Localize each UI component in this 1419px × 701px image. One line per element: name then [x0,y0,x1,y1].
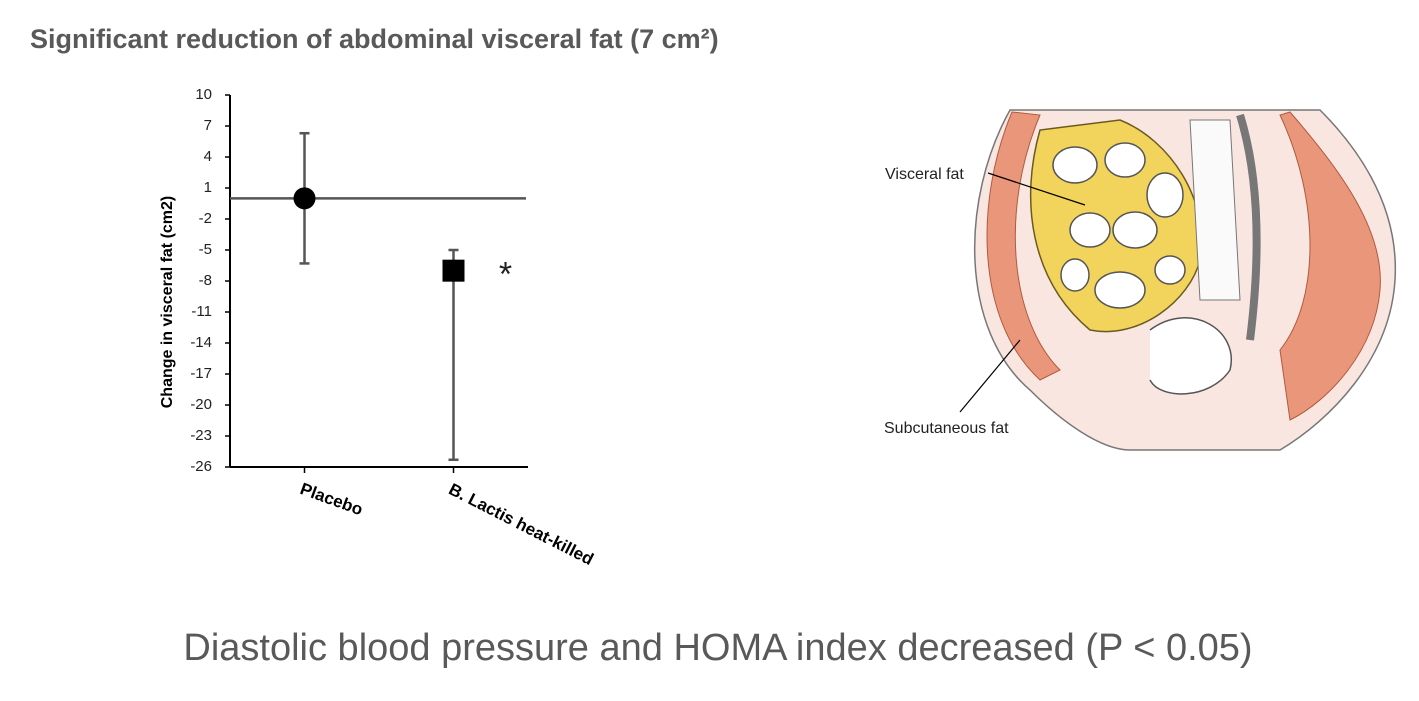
y-tick-label: 1 [204,179,212,196]
footer-text: Diastolic blood pressure and HOMA index … [183,627,1252,669]
x-tick-label: B. Lactis heat-killed [446,480,597,569]
y-tick-label: 10 [195,86,212,103]
y-tick-label: -26 [190,458,212,475]
data-point [442,259,465,282]
x-tick-label: Placebo [298,479,366,519]
y-tick-label: -20 [190,396,212,413]
illustration [959,109,1397,451]
y-tick-label: -17 [190,365,212,382]
y-tick-label: -11 [191,303,212,320]
y-axis-label: Change in visceral fat (cm2) [159,196,176,409]
y-tick-label: 7 [204,117,212,134]
illustration-label: Visceral fat [885,166,964,183]
illustration-label: Subcutaneous fat [884,420,1009,437]
y-tick-label: 4 [204,148,212,165]
y-tick-label: -2 [199,210,212,227]
annotation: * [499,256,512,294]
slide-title: Significant reduction of abdominal visce… [30,24,719,54]
data-point [293,187,316,210]
y-tick-label: -14 [190,334,212,351]
y-tick-label: -8 [199,272,212,289]
y-tick-label: -23 [190,427,212,444]
y-tick-label: -5 [199,241,212,258]
